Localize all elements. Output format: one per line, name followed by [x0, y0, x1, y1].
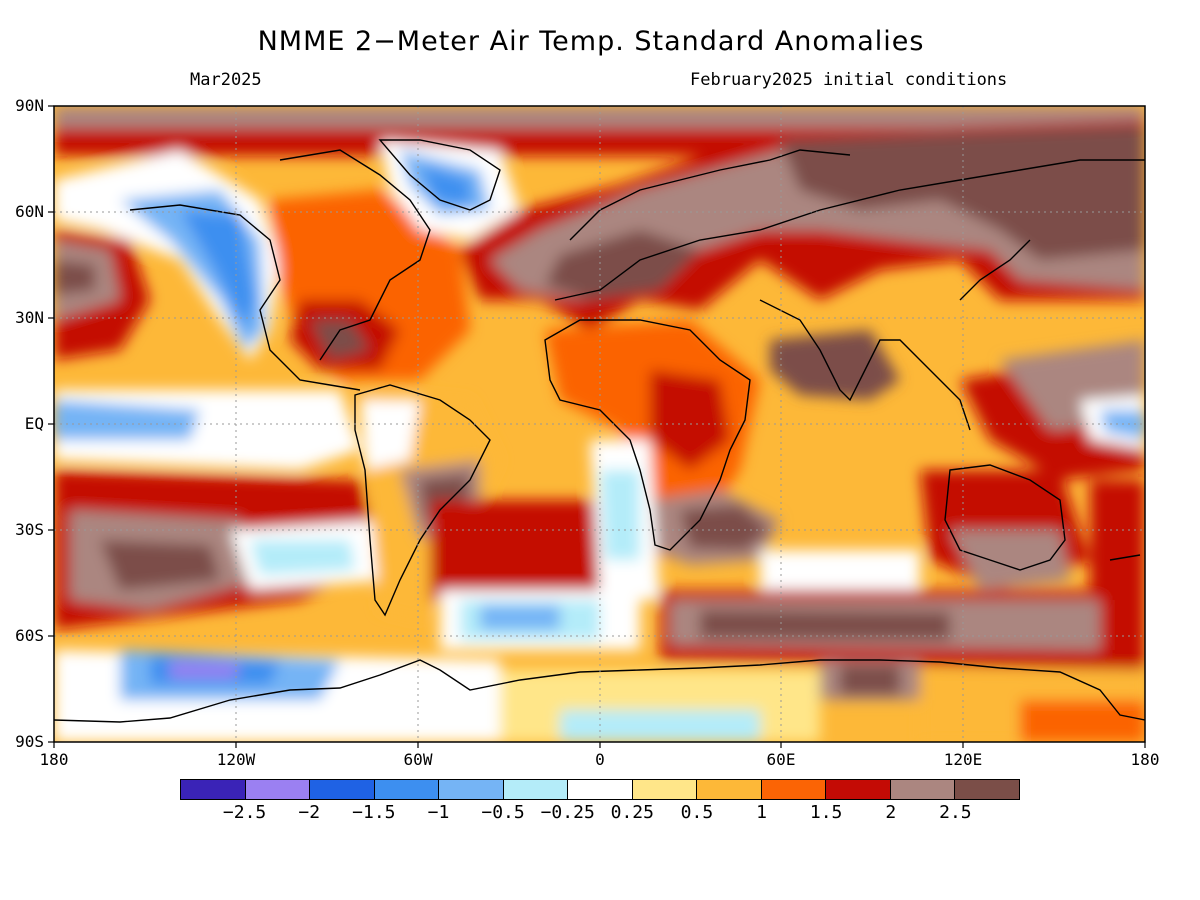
lon-label-180-west: 180: [39, 750, 69, 769]
lat-label-90n: 90N: [15, 96, 44, 115]
color-bar-label: 1.5: [809, 802, 843, 823]
lat-label-30n: 30N: [15, 308, 44, 327]
lat-label-30s: 30S: [15, 520, 44, 539]
color-bar-box: [632, 780, 698, 799]
lon-label-120e: 120E: [943, 750, 983, 769]
map-title: NMME 2−Meter Air Temp. Standard Anomalie…: [257, 26, 925, 57]
lat-label-90s: 90S: [15, 732, 44, 751]
lat-label-60s: 60S: [15, 626, 44, 645]
color-bar-label: 0.25: [610, 802, 654, 823]
color-bar-box: [826, 780, 891, 799]
color-bar-label: −1: [427, 802, 450, 823]
lon-label-180-east: 180: [1130, 750, 1160, 769]
lat-label-eq: EQ: [24, 414, 44, 433]
color-bar-label: −0.5: [481, 802, 525, 823]
lon-label-60w: 60W: [403, 750, 433, 769]
color-bar-label: −0.25: [540, 802, 595, 823]
color-bar-box: [374, 780, 440, 799]
color-bar-box: [503, 780, 569, 799]
lon-label-60e: 60E: [766, 750, 796, 769]
color-bar-box: [181, 780, 246, 799]
color-bar-label: 1: [756, 802, 767, 823]
forecast-month: Mar2025: [190, 70, 262, 90]
coastlines: [54, 139, 1145, 723]
color-bar-box: [310, 780, 375, 799]
color-bar-box: [761, 780, 827, 799]
color-bar-label: −1.5: [352, 802, 396, 823]
lon-label-0: 0: [595, 750, 605, 769]
lon-label-120w: 120W: [216, 750, 256, 769]
color-bar-box: [697, 780, 762, 799]
color-bar-box: [245, 780, 311, 799]
color-bar: [180, 779, 1020, 800]
color-bar-box: [439, 780, 504, 799]
color-bar-box: [568, 780, 633, 799]
color-bar-box: [890, 780, 956, 799]
axis-ticks: [48, 105, 1146, 748]
color-bar-box: [955, 780, 1019, 799]
color-bar-label: −2: [298, 802, 321, 823]
anomaly-map: [48, 105, 1146, 748]
anomaly-field: [54, 106, 1145, 742]
color-bar-label: 2.5: [939, 802, 972, 823]
color-bar-label: −2.5: [222, 802, 267, 823]
color-bar-label: 2: [885, 802, 897, 823]
graticule: [54, 106, 1145, 742]
color-bar-label: 0.5: [680, 802, 714, 823]
lat-label-60n: 60N: [15, 202, 44, 221]
initial-conditions: February2025 initial conditions: [690, 70, 1008, 90]
